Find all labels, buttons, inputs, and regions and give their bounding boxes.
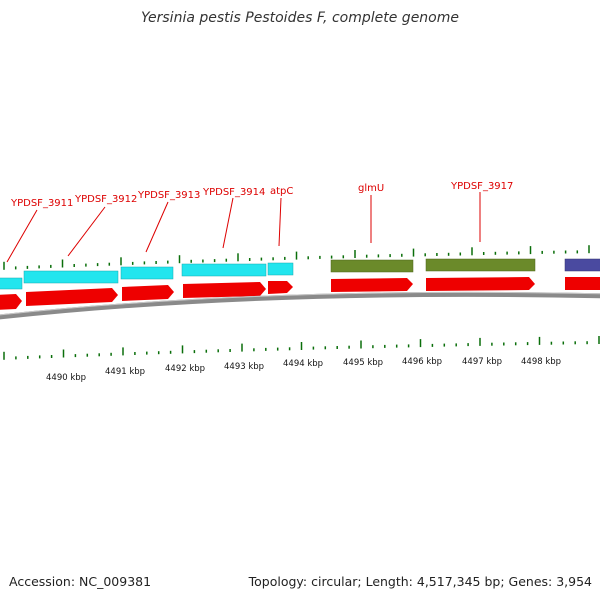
gene-label-ypdsf-3911[interactable]: YPDSF_3911 [10,198,73,209]
genome-backbone-highlight [0,291,600,316]
feature-bar-olive-1[interactable] [330,259,414,273]
accession-text: Accession: NC_009381 [9,574,152,589]
genome-title: Yersinia pestis Pestoides F, complete ge… [141,10,459,26]
kbp-label-4495: 4495 kbp [343,358,383,368]
gene-label-ypdsf-3914[interactable]: YPDSF_3914 [202,187,265,198]
gene-label-glmu[interactable]: glmU [358,183,384,194]
cds-track [0,277,600,310]
cds-arrow-3[interactable] [122,285,174,301]
cds-arrow-2[interactable] [26,288,118,306]
cds-arrow-6[interactable] [331,278,413,292]
kbp-label-4493: 4493 kbp [224,362,264,372]
gene-leader-lines [6,192,481,263]
cds-arrow-7[interactable] [426,277,535,291]
feature-bar-olive-2[interactable] [425,258,536,272]
feature-bar-cyan-1[interactable] [0,277,23,290]
kbp-label-4490: 4490 kbp [46,373,86,383]
feature-bar-purple-1[interactable] [564,258,600,272]
feature-bar-cyan-3[interactable] [120,266,174,280]
feature-bar-cyan-4[interactable] [181,263,267,277]
kbp-label-4494: 4494 kbp [283,359,323,369]
genome-backbone [0,291,600,320]
gene-labels: YPDSF_3911 YPDSF_3912 YPDSF_3913 YPDSF_3… [10,181,513,209]
kbp-labels: 4490 kbp 4491 kbp 4492 kbp 4493 kbp 4494… [46,357,561,383]
gene-label-ypdsf-3913[interactable]: YPDSF_3913 [137,190,200,201]
cds-arrow-5[interactable] [268,281,293,294]
kbp-label-4491: 4491 kbp [105,367,145,377]
feature-track [0,258,600,290]
cds-arrow-8[interactable] [565,277,600,290]
kbp-label-4497: 4497 kbp [462,357,502,367]
feature-bar-cyan-2[interactable] [23,270,119,284]
gene-label-atpc[interactable]: atpC [270,186,293,197]
gene-label-ypdsf-3917[interactable]: YPDSF_3917 [450,181,513,192]
feature-bar-cyan-5[interactable] [267,262,294,276]
lower-tick-track [3,336,600,360]
upper-tick-track [3,245,590,270]
genome-summary-text: Topology: circular; Length: 4,517,345 bp… [248,574,592,589]
cds-arrow-4[interactable] [183,282,266,298]
gene-label-ypdsf-3912[interactable]: YPDSF_3912 [74,194,137,205]
kbp-label-4496: 4496 kbp [402,357,442,367]
kbp-label-4498: 4498 kbp [521,357,561,367]
kbp-label-4492: 4492 kbp [165,364,205,374]
cds-arrow-1[interactable] [0,294,22,310]
